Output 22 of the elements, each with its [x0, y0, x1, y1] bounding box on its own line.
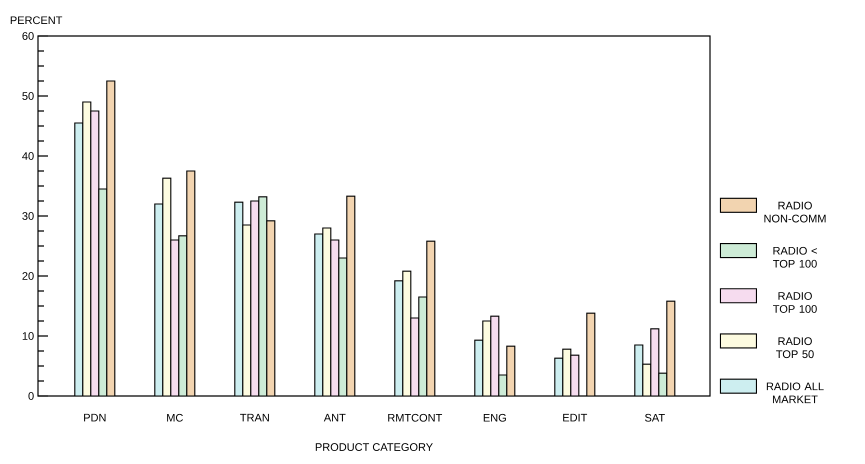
y-tick-label: 0 — [28, 392, 34, 400]
x-tick-label: TRAN — [240, 414, 269, 422]
y-tick-label: 10 — [22, 332, 34, 340]
legend-label: RADIO NON-COMM — [764, 202, 826, 222]
legend-label: RADIO TOP 50 — [776, 337, 814, 358]
x-tick-label: SAT — [645, 414, 665, 422]
legend-label: RADIO TOP 100 — [773, 292, 817, 313]
x-tick-label: PDN — [84, 414, 106, 422]
x-tick-label: EDIT — [563, 414, 588, 422]
x-tick-label: ANT — [324, 414, 346, 422]
legend-label: RADIO < TOP 100 — [773, 246, 817, 268]
y-tick-label: 30 — [22, 212, 34, 220]
x-tick-label: RMTCONT — [388, 414, 442, 422]
x-tick-label: ENG — [484, 414, 506, 422]
y-tick-label: 40 — [22, 152, 34, 160]
y-tick-label: 60 — [22, 32, 34, 40]
y-tick-label: 50 — [22, 92, 34, 100]
legend-label: RADIO ALL MARKET — [766, 382, 824, 404]
y-tick-label: 20 — [22, 272, 34, 280]
x-tick-label: MC — [167, 414, 183, 422]
x-axis-title: PRODUCT CATEGORY — [316, 443, 433, 451]
y-axis-title: PERCENT — [10, 16, 62, 24]
